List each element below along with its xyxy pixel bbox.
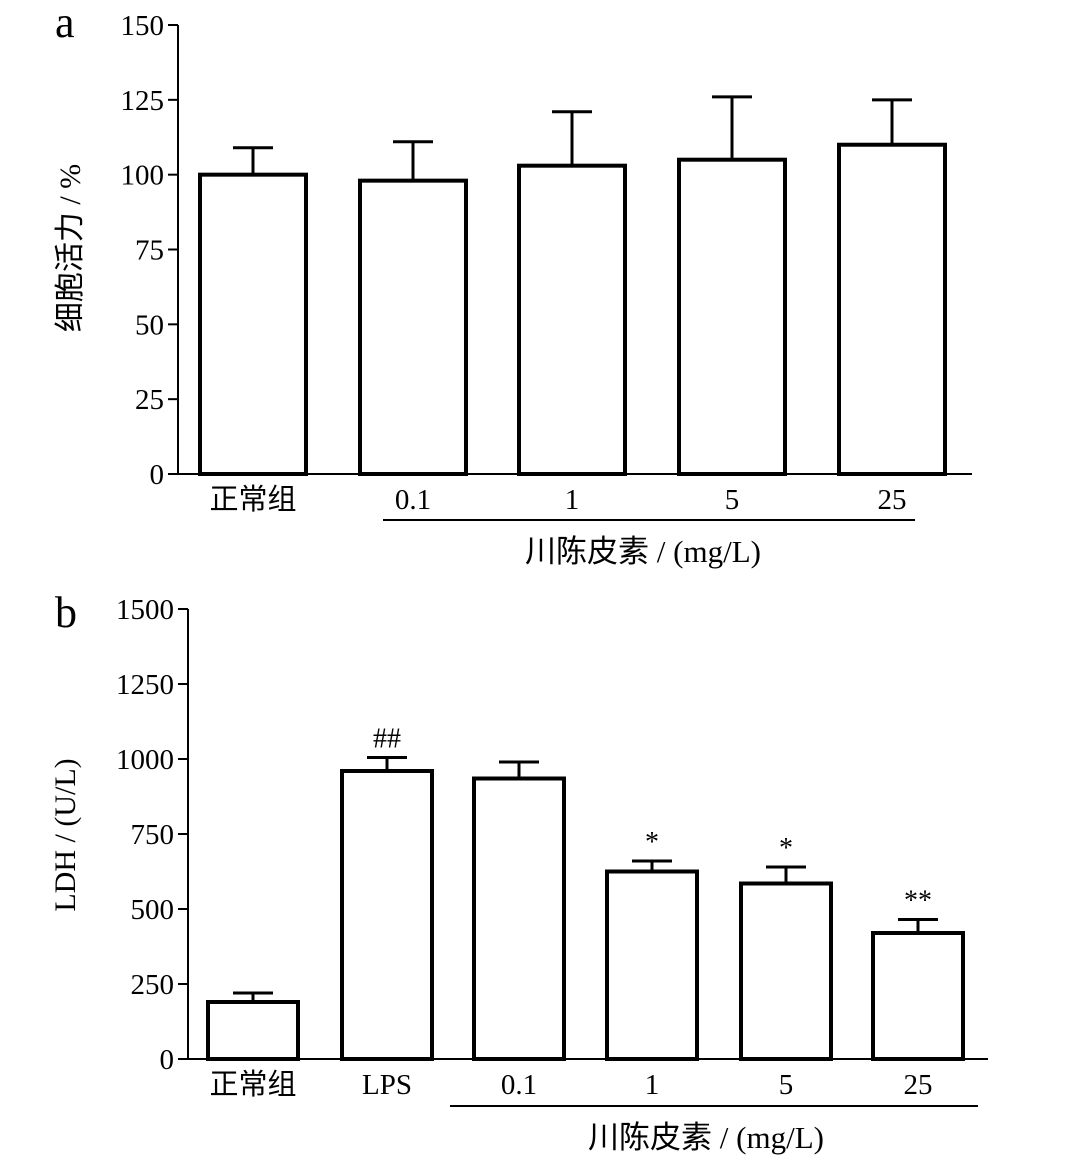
y-tick-label: 1500 bbox=[116, 594, 174, 626]
x-tick-label: 1 bbox=[645, 1069, 660, 1101]
chart-panel-a: a 细胞活力 / % 0 25 50 75 100 125 150 正常组 0.1 1 5 25 川… bbox=[54, 0, 972, 569]
x-tick-label: 0.1 bbox=[501, 1069, 537, 1101]
significance-mark: ## bbox=[373, 724, 401, 755]
y-tick-label: 500 bbox=[131, 894, 175, 926]
y-tick-label: 0 bbox=[160, 1044, 175, 1076]
bar bbox=[605, 869, 699, 1061]
bar bbox=[739, 881, 833, 1061]
bar bbox=[340, 769, 434, 1061]
x-tick-labels-b: 正常组 LPS 0.1 1 5 25 bbox=[209, 1068, 932, 1101]
y-axis-title-a: 细胞活力 / % bbox=[54, 164, 87, 332]
y-ticks-a: 0 25 50 75 100 125 150 bbox=[121, 10, 178, 491]
x-tick-label: 正常组 bbox=[209, 483, 296, 516]
y-tick-label: 150 bbox=[121, 10, 165, 42]
y-tick-label: 250 bbox=[131, 969, 175, 1001]
significance-marks-b: ##* *** bbox=[373, 724, 932, 917]
y-axis-title-b: LDH / (U/L) bbox=[49, 758, 82, 911]
bar bbox=[358, 178, 468, 477]
bar bbox=[677, 157, 787, 476]
y-tick-label: 1000 bbox=[116, 744, 174, 776]
y-tick-label: 25 bbox=[135, 384, 164, 416]
x-tick-label: 25 bbox=[878, 484, 907, 516]
x-tick-label: 正常组 bbox=[209, 1068, 296, 1101]
x-tick-label: 1 bbox=[565, 484, 580, 516]
bars-a bbox=[198, 95, 947, 477]
x-tick-label: LPS bbox=[362, 1069, 412, 1101]
bar bbox=[871, 931, 965, 1061]
bar bbox=[198, 172, 308, 477]
significance-mark: * bbox=[645, 827, 659, 858]
y-tick-label: 50 bbox=[135, 309, 164, 341]
y-tick-label: 100 bbox=[121, 160, 165, 192]
y-tick-label: 125 bbox=[121, 85, 165, 117]
y-tick-label: 0 bbox=[150, 459, 165, 491]
chart-panel-b: b LDH / (U/L) 0 250 500 750 1000 1250 1500 ## *… bbox=[49, 588, 988, 1155]
group-label-a: 川陈皮素 / (mg/L) bbox=[525, 534, 761, 569]
x-tick-labels-a: 正常组 0.1 1 5 25 bbox=[209, 483, 906, 516]
bar bbox=[837, 142, 947, 476]
x-tick-label: 0.1 bbox=[395, 484, 431, 516]
bar bbox=[517, 163, 627, 476]
significance-mark: ** bbox=[904, 886, 932, 917]
group-label-b: 川陈皮素 / (mg/L) bbox=[588, 1120, 824, 1155]
bar bbox=[472, 776, 566, 1061]
x-tick-label: 5 bbox=[779, 1069, 794, 1101]
y-tick-label: 1250 bbox=[116, 669, 174, 701]
x-tick-label: 5 bbox=[725, 484, 740, 516]
bar bbox=[206, 1000, 300, 1061]
y-tick-label: 750 bbox=[131, 819, 175, 851]
y-ticks-b: 0 250 500 750 1000 1250 1500 bbox=[116, 594, 188, 1076]
bars-b bbox=[206, 756, 965, 1061]
y-tick-label: 75 bbox=[135, 235, 164, 267]
panel-label-b: b bbox=[55, 588, 77, 637]
x-tick-label: 25 bbox=[904, 1069, 933, 1101]
panel-label-a: a bbox=[55, 0, 75, 47]
significance-mark: * bbox=[779, 833, 793, 864]
